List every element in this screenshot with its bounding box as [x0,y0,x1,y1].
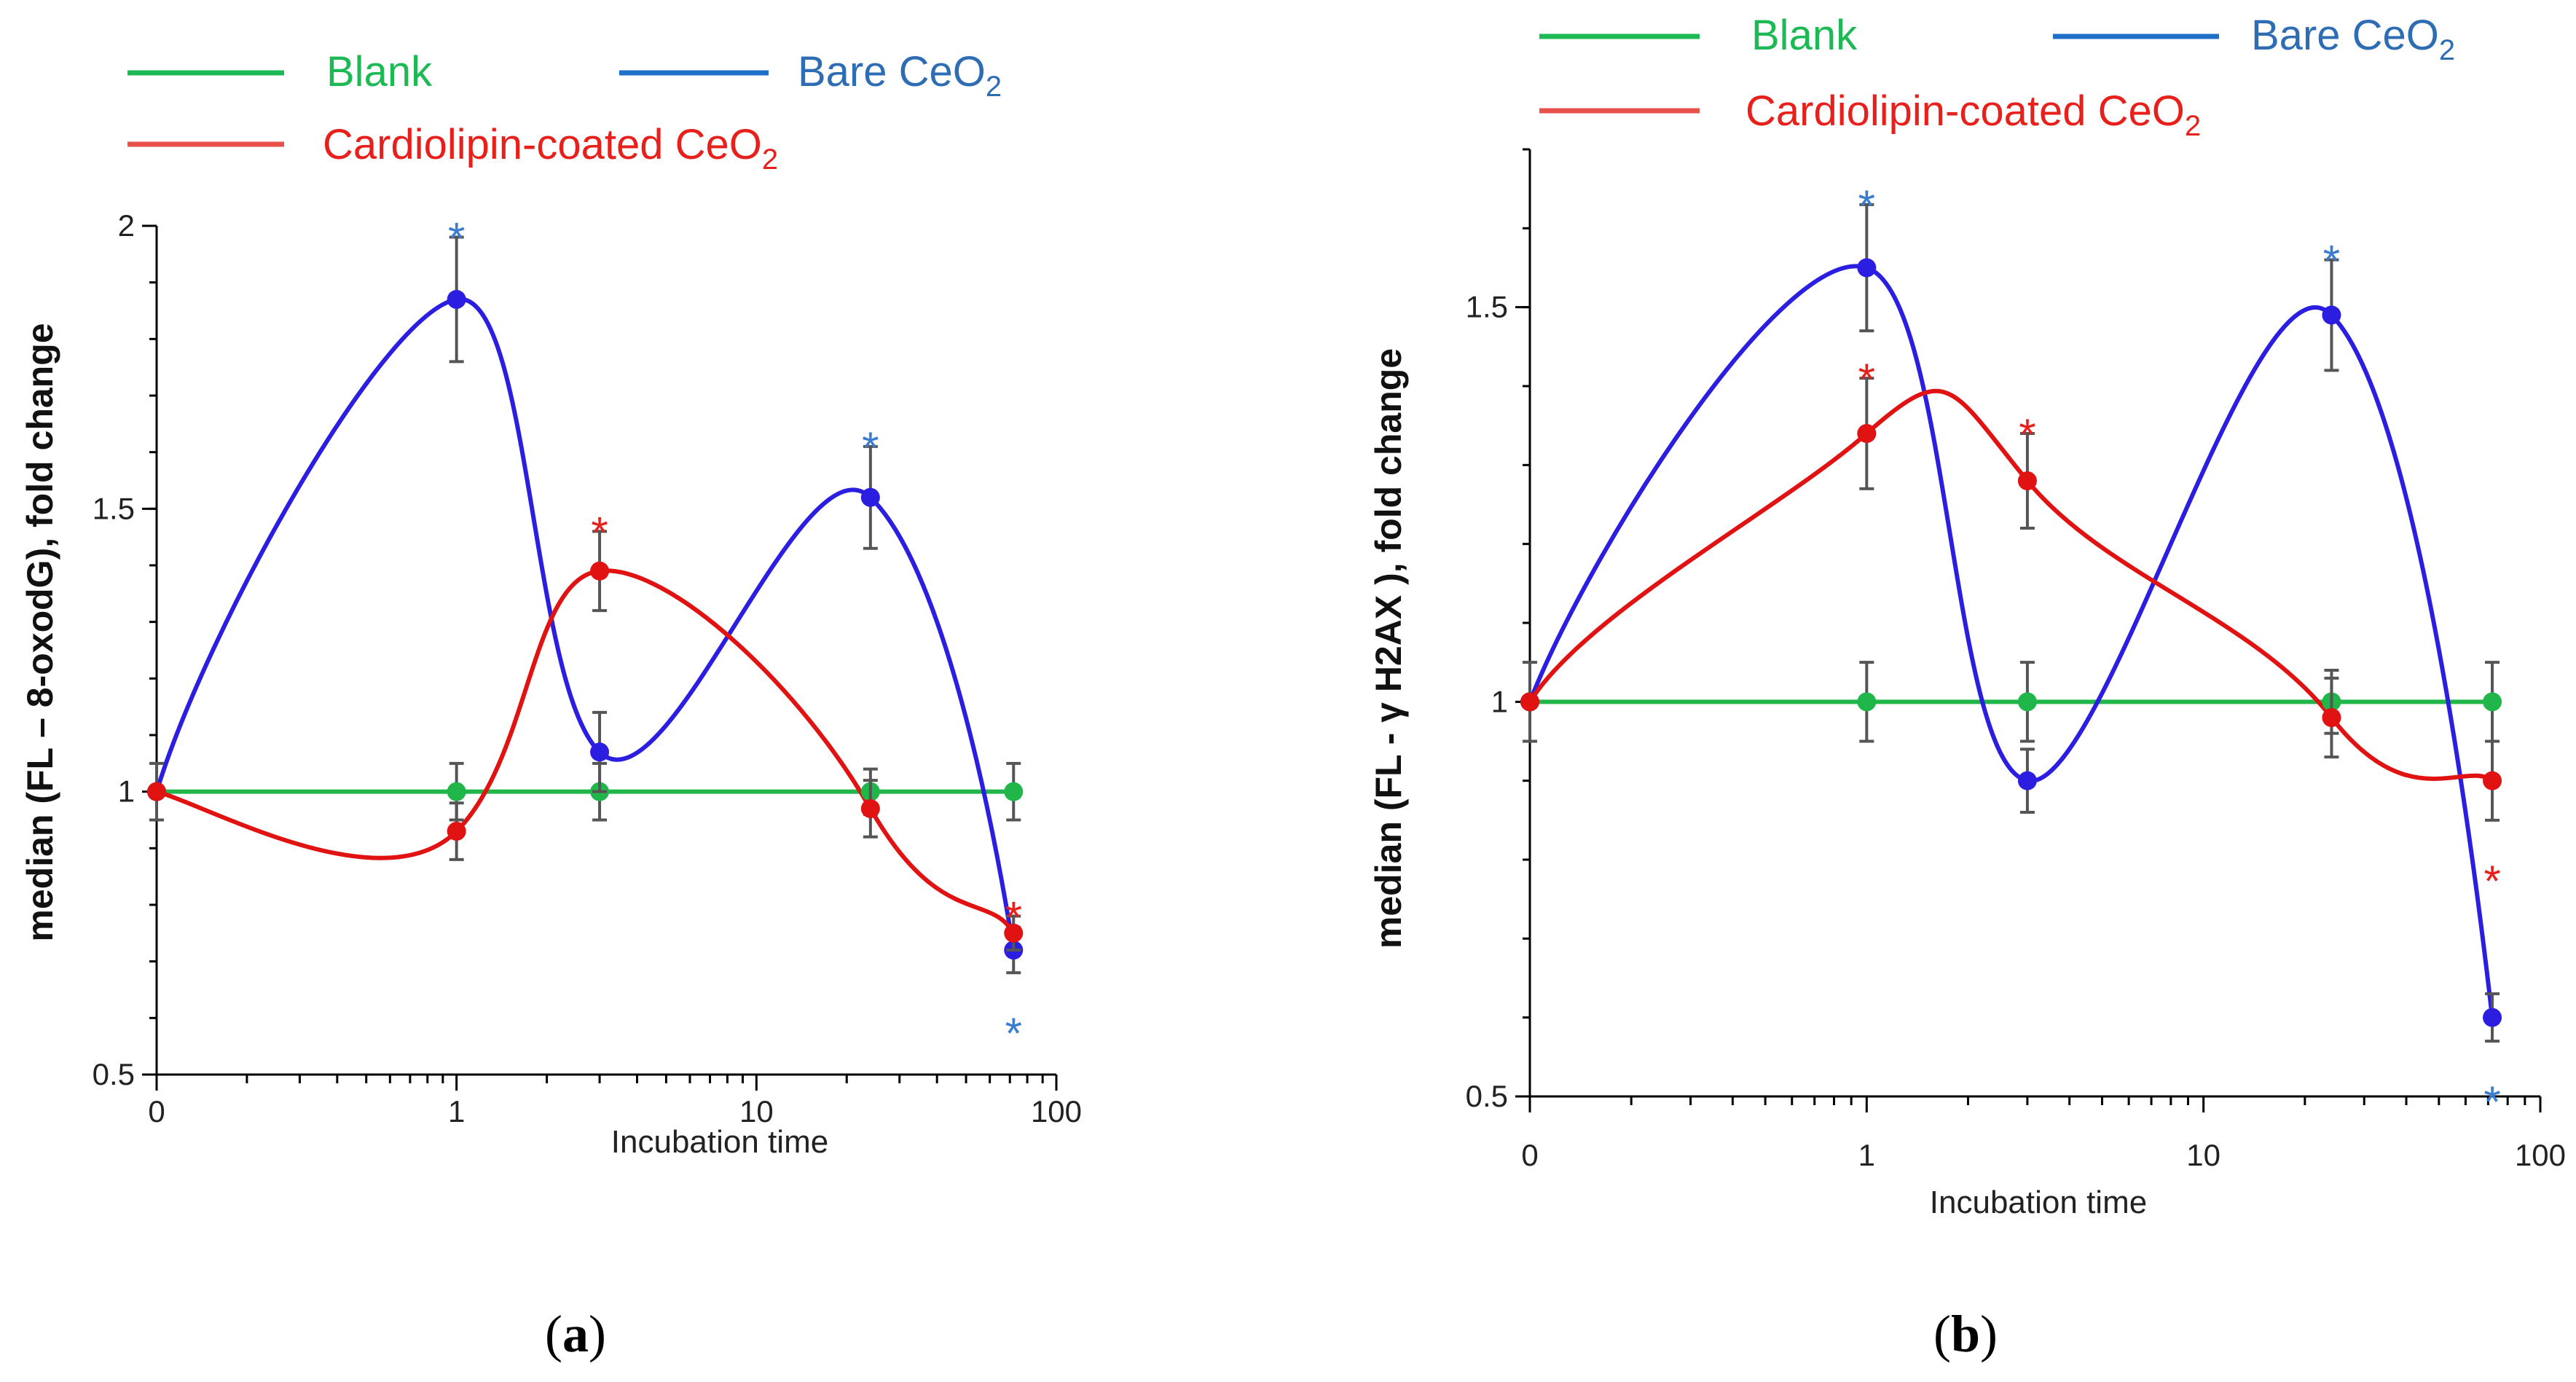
data-point-blank [1857,692,1877,712]
significance-star-bare: * [448,214,465,263]
y-tick-label: 1 [1491,684,1508,718]
significance-star-cardio: * [591,508,608,557]
significance-star-bare: * [1858,181,1875,230]
data-point-cardio [590,561,610,581]
chart-b-ylabel: median (FL - γ H2AX ), fold change [1368,348,1409,949]
x-tick-label: 100 [1031,1094,1082,1128]
y-tick-label: 1.5 [1466,290,1508,324]
data-point-cardio [2322,708,2341,727]
significance-star-cardio: * [2483,857,2500,906]
data-point-bare [590,742,610,762]
data-point-bare [1857,258,1877,278]
data-point-cardio [2017,471,2037,490]
legend-a-cardio-label: Cardiolipin-coated CeO2 [323,121,778,176]
legend-a-bare-label: Bare CeO2 [798,48,1002,103]
data-point-cardio [147,782,166,801]
significance-star-bare: * [1005,1009,1022,1058]
data-point-cardio [447,822,466,841]
y-tick-label: 1.5 [93,491,135,525]
y-tick-label: 0.5 [93,1057,135,1091]
data-point-blank [2017,692,2037,712]
significance-star-bare: * [2483,1077,2500,1126]
x-tick-label: 0 [148,1094,165,1128]
legend-a-blank-label: Blank [326,48,433,95]
series-line-bare [154,297,1016,951]
x-tick-label: 10 [739,1094,774,1128]
legend-b-blank-label: Blank [1751,12,1858,59]
significance-star-bare: * [2323,237,2340,286]
series-line-bare [1528,264,2495,1018]
chart-b-xlabel: Incubation time [1930,1185,2147,1220]
chart-a-plot: 0 1 10 100 0.5 1 1.5 2 * * * * * [93,208,1082,1128]
chart-b-svg: Blank Bare CeO2 Cardiolipin-coated CeO2 … [1368,12,2566,1363]
panel-a: Blank Bare CeO2 Cardiolipin-coated CeO2 … [20,48,1082,1363]
data-point-bare [447,289,466,309]
chart-a-svg: Blank Bare CeO2 Cardiolipin-coated CeO2 … [20,48,1082,1363]
significance-star-bare: * [862,423,879,472]
data-point-bare [2322,305,2341,325]
data-point-cardio [1857,424,1877,443]
significance-star-cardio: * [2019,410,2035,459]
x-tick-label: 100 [2515,1138,2566,1172]
data-point-blank [447,782,466,801]
data-point-cardio [1004,923,1024,943]
significance-star-cardio: * [1858,355,1875,404]
data-point-bare [2017,771,2037,790]
data-point-blank [1004,782,1024,801]
series-line-cardio [156,568,1016,935]
data-point-cardio [1520,692,1539,712]
chart-a-xlabel: Incubation time [611,1124,828,1160]
data-point-bare [860,487,880,507]
y-tick-label: 0.5 [1466,1079,1508,1113]
x-tick-label: 0 [1521,1138,1538,1172]
data-point-blank [2483,692,2502,712]
chart-a-ylabel: median (FL – 8-oxodG), fold change [20,323,60,941]
chart-b-caption: (b) [1933,1305,1998,1363]
y-tick-label: 1 [118,774,135,809]
data-point-cardio [2483,771,2502,790]
legend-b-bare-label: Bare CeO2 [2251,12,2455,66]
x-tick-label: 1 [1858,1138,1875,1172]
x-tick-label: 1 [448,1094,465,1128]
y-tick-label: 2 [118,208,135,243]
chart-b-plot: 0 1 10 100 0.5 1 1.5 * * * * * * [1466,148,2566,1172]
x-tick-label: 10 [2186,1138,2220,1172]
data-point-cardio [860,798,880,818]
panel-b: Blank Bare CeO2 Cardiolipin-coated CeO2 … [1288,0,2576,1382]
data-point-bare [2483,1008,2502,1027]
legend-b-cardio-label: Cardiolipin-coated CeO2 [1746,87,2201,142]
significance-star-cardio: * [1005,893,1022,942]
series-line-cardio [1528,388,2494,783]
chart-a-caption: (a) [545,1305,606,1363]
